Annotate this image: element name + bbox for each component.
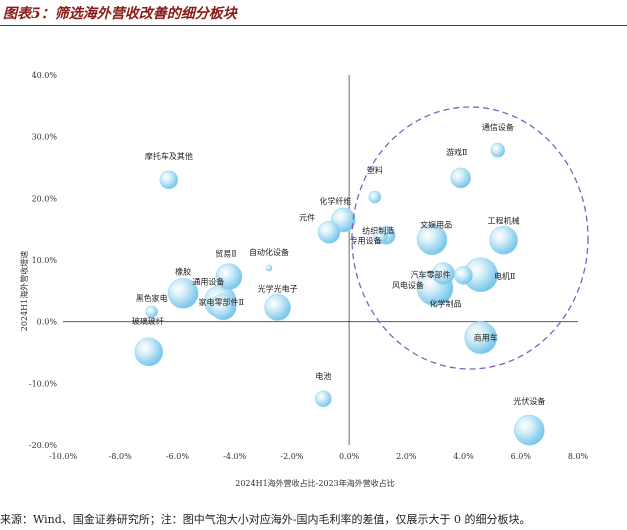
bubble-label: 游戏Ⅱ (446, 147, 467, 157)
bubble (454, 266, 473, 285)
y-tick-label: -10.0% (29, 379, 58, 388)
bubble-label: 通信设备 (482, 122, 514, 132)
y-tick-label: -20.0% (29, 441, 58, 450)
bubble (264, 294, 291, 321)
x-tick-label: -4.0% (223, 452, 246, 461)
bubble-label: 光学光电子 (258, 283, 298, 293)
highlight-circle (351, 106, 589, 370)
x-tick-label: -2.0% (280, 452, 303, 461)
source-note: 来源：Wind、国金证券研究所；注：图中气泡大小对应海外-国内毛利率的差值，仅展… (0, 513, 531, 526)
bubble-label: 贸易Ⅱ (215, 249, 236, 259)
bubble (209, 293, 237, 321)
bubble-label: 家电零部件Ⅱ (199, 297, 244, 307)
bubble (450, 167, 471, 189)
bubble (489, 225, 518, 255)
bubble (317, 220, 341, 244)
bubble-label: 化学纤维 (319, 196, 351, 206)
bubble-label: 塑料 (367, 165, 383, 175)
x-tick-label: 2.0% (396, 452, 417, 461)
bubble-chart: -10.0% -8.0% -6.0% -4.0% -2.0% 0.0% 2.0% 4.0% 6.… (19, 71, 589, 488)
bubble (490, 142, 506, 158)
x-tick-label: 8.0% (568, 452, 589, 461)
bubble-label: 黑色家电 (136, 293, 168, 303)
bubble-label: 自动化设备 (249, 247, 289, 257)
bubble-label: 橡胶 (175, 266, 191, 276)
bubble-label: 汽车零部件 (411, 270, 451, 280)
bubble-label: 风电设备 (392, 280, 424, 290)
bubble-label: 摩托车及其他 (145, 151, 193, 161)
bubble (265, 264, 273, 272)
bubble-label: 元件 (299, 212, 315, 222)
y-axis-title: 2024H1海外营收增速 (19, 251, 29, 331)
y-tick-label: 40.0% (32, 71, 58, 80)
chart-title: 图表5：筛选海外营收改善的细分板块 (0, 0, 627, 26)
bubble (373, 229, 388, 244)
bubble (368, 190, 382, 204)
y-tick-label: 10.0% (32, 256, 58, 265)
x-tick-label: 0.0% (339, 452, 360, 461)
bubble-label: 电池 (315, 371, 331, 381)
bubble-label: 电机Ⅱ (494, 271, 515, 281)
bubble (315, 390, 332, 408)
bubble (167, 277, 199, 309)
bubble (134, 337, 164, 367)
x-tick-label: -6.0% (166, 452, 189, 461)
bubble (464, 321, 498, 355)
bubble (416, 224, 448, 255)
x-axis-title: 2024H1海外营收占比-2023年海外营收占比 (235, 478, 395, 488)
y-tick-label: 20.0% (32, 194, 58, 203)
bubble-label: 专用设备 (350, 236, 382, 246)
bubble-label: 通用设备 (192, 276, 224, 286)
y-tick-label: 0.0% (37, 318, 58, 327)
bubble-label: 工程机械 (488, 215, 520, 225)
x-tick-label: 4.0% (453, 452, 474, 461)
bubble (159, 170, 179, 190)
bubble-label: 纺织制造 (362, 225, 394, 235)
bubble (215, 263, 243, 290)
x-tick-label: -8.0% (109, 452, 132, 461)
bubble-label: 文娱用品 (420, 220, 452, 230)
bubble-label: 光伏设备 (513, 396, 545, 406)
x-tick-label: -10.0% (49, 452, 78, 461)
bubble-label: 玻璃玻纤 (132, 316, 164, 326)
bubble-label: 化学制品 (430, 298, 462, 308)
bubble-label: 商用车 (474, 333, 498, 343)
bubble (514, 414, 545, 446)
bubble (145, 305, 158, 319)
x-tick-label: 6.0% (511, 452, 532, 461)
y-tick-label: 30.0% (32, 133, 58, 142)
